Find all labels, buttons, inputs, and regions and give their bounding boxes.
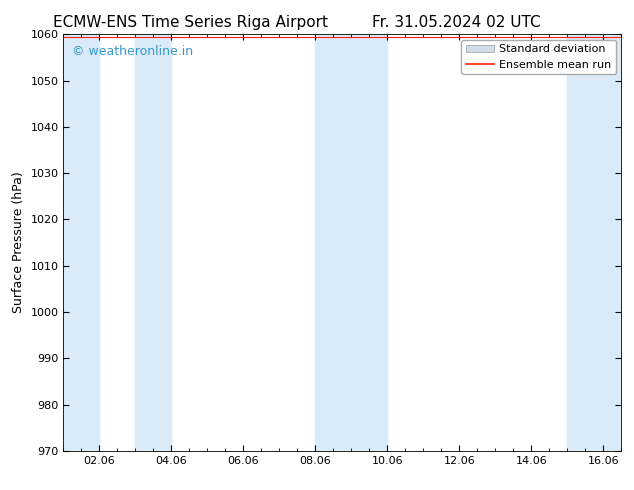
Y-axis label: Surface Pressure (hPa): Surface Pressure (hPa)	[12, 172, 25, 314]
Legend: Standard deviation, Ensemble mean run: Standard deviation, Ensemble mean run	[462, 40, 616, 74]
Bar	[315, 34, 387, 451]
Text: Fr. 31.05.2024 02 UTC: Fr. 31.05.2024 02 UTC	[372, 15, 541, 30]
Text: © weatheronline.in: © weatheronline.in	[72, 45, 193, 58]
Bar	[567, 34, 621, 451]
Bar	[63, 34, 100, 451]
Bar	[136, 34, 171, 451]
Text: ECMW-ENS Time Series Riga Airport: ECMW-ENS Time Series Riga Airport	[53, 15, 328, 30]
